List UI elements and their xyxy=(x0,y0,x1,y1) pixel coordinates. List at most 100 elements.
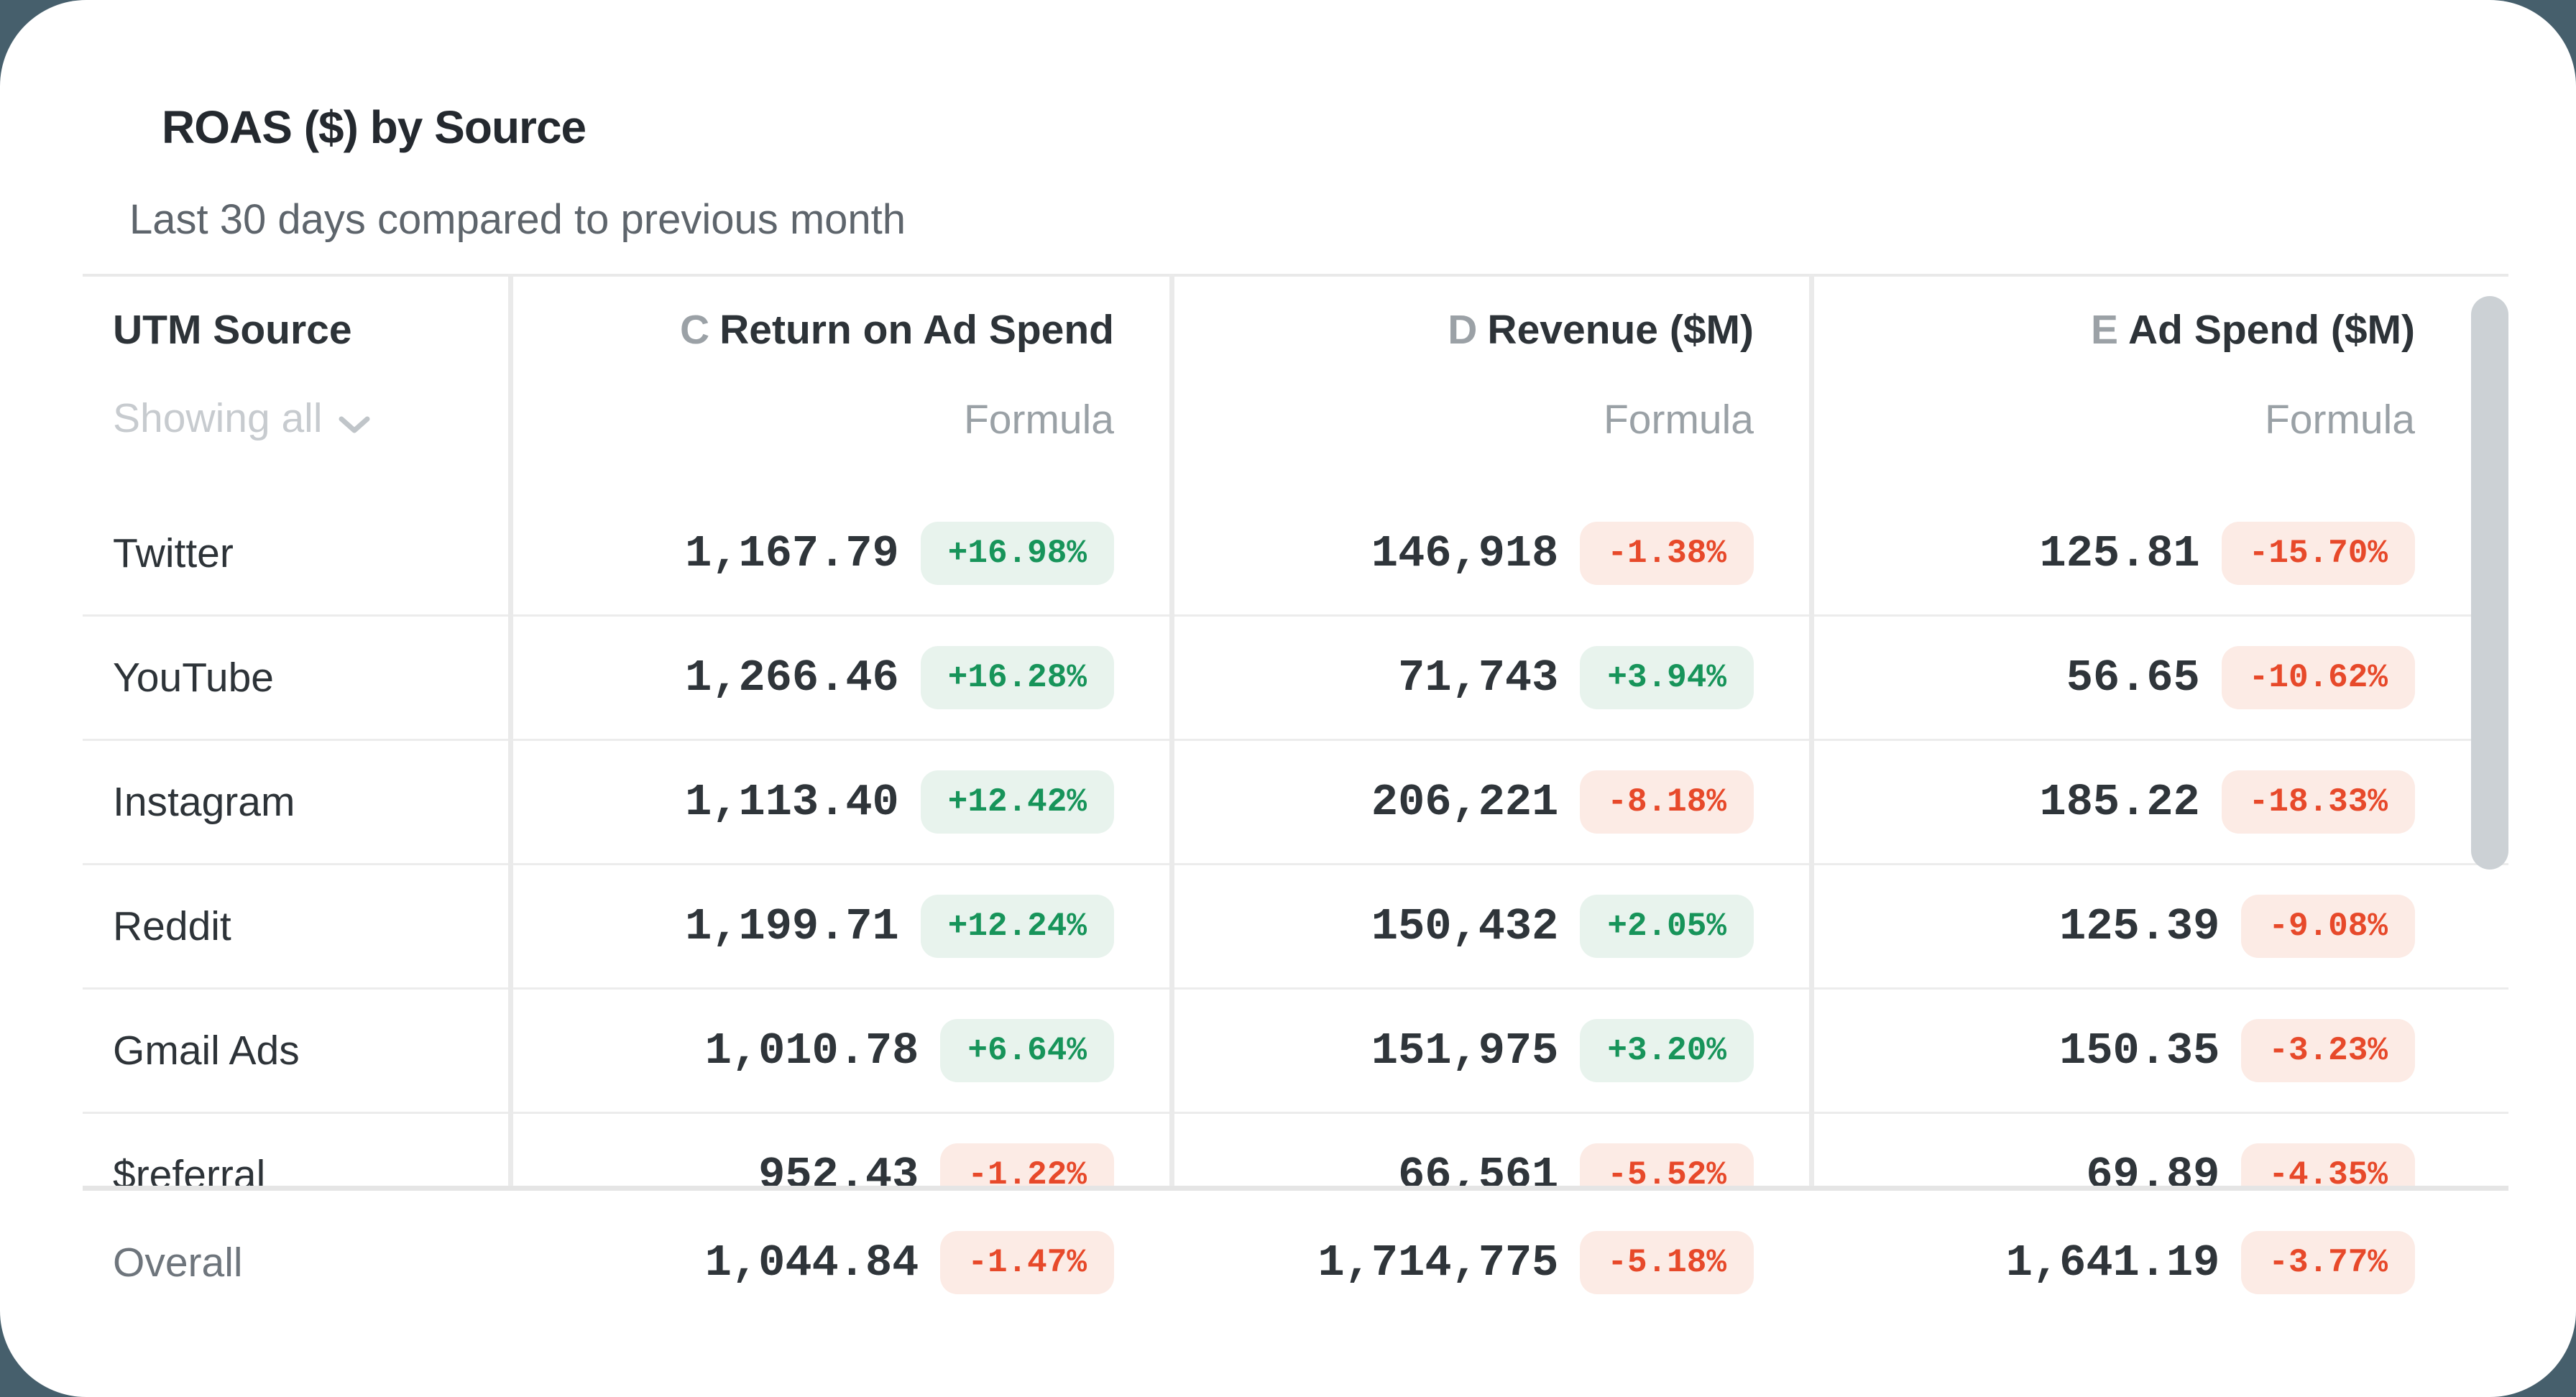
ad-spend-cell: 125.81 -15.70% xyxy=(1811,522,2508,585)
ad-spend-overall-cell: 1,641.19 -3.77% xyxy=(1811,1231,2508,1294)
revenue-cell: 206,221 -8.18% xyxy=(1172,770,1811,834)
roas-value: 1,199.71 xyxy=(685,900,899,952)
revenue-value: 66,561 xyxy=(1398,1149,1559,1186)
revenue-cell: 146,918 -1.38% xyxy=(1172,522,1811,585)
ad-spend-value: 69.89 xyxy=(2086,1149,2220,1186)
revenue-delta-badge: -5.52% xyxy=(1580,1143,1754,1186)
roas-overall-cell: 1,044.84 -1.47% xyxy=(510,1231,1172,1294)
roas-overall-delta-badge: -1.47% xyxy=(940,1231,1114,1294)
column-letter-e: E xyxy=(2090,307,2119,353)
ad-spend-delta-badge: -15.70% xyxy=(2221,522,2415,585)
ad-spend-value: 185.22 xyxy=(2039,776,2200,828)
ad-spend-value: 150.35 xyxy=(2059,1025,2220,1076)
ad-spend-delta-badge: -4.35% xyxy=(2241,1143,2415,1186)
utm-source-cell: Instagram xyxy=(113,779,295,825)
table-row: Instagram 1,113.40 +12.42% 206,221 -8.18… xyxy=(83,741,2508,865)
utm-filter-dropdown[interactable]: Showing all xyxy=(113,392,370,445)
summary-row: Overall 1,044.84 -1.47% 1,714,775 -5.18%… xyxy=(83,1191,2508,1334)
column-separator xyxy=(1169,274,1174,1186)
revenue-cell: 66,561 -5.52% xyxy=(1172,1143,1811,1186)
ad-spend-cell: 125.39 -9.08% xyxy=(1811,895,2508,958)
roas-cell: 1,266.46 +16.28% xyxy=(510,646,1172,709)
column-header-revenue: D Revenue ($M) Formula xyxy=(1172,277,1811,492)
revenue-delta-badge: -8.18% xyxy=(1580,770,1754,834)
table-row: Gmail Ads 1,010.78 +6.64% 151,975 +3.20%… xyxy=(83,990,2508,1114)
roas-value: 1,113.40 xyxy=(685,776,899,828)
utm-source-cell: Twitter xyxy=(113,530,234,576)
table-row: $referral 952.43 -1.22% 66,561 -5.52% 69… xyxy=(83,1114,2508,1186)
ad-spend-formula-label: Formula xyxy=(2264,396,2415,443)
vertical-scrollbar-thumb[interactable] xyxy=(2471,296,2508,870)
roas-value: 1,167.79 xyxy=(685,527,899,579)
page-subtitle: Last 30 days compared to previous month xyxy=(129,196,906,243)
revenue-delta-badge: +3.94% xyxy=(1580,646,1754,709)
ad-spend-cell: 69.89 -4.35% xyxy=(1811,1143,2508,1186)
roas-cell: 1,113.40 +12.42% xyxy=(510,770,1172,834)
revenue-delta-badge: -1.38% xyxy=(1580,522,1754,585)
roas-value: 1,010.78 xyxy=(704,1025,919,1076)
chevron-down-icon xyxy=(339,397,370,445)
roas-cell: 952.43 -1.22% xyxy=(510,1143,1172,1186)
ad-spend-delta-badge: -18.33% xyxy=(2221,770,2415,834)
revenue-value: 151,975 xyxy=(1371,1025,1559,1076)
ad-spend-cell: 185.22 -18.33% xyxy=(1811,770,2508,834)
revenue-overall-delta-badge: -5.18% xyxy=(1580,1231,1754,1294)
page-title: ROAS ($) by Source xyxy=(162,101,586,153)
utm-source-cell: YouTube xyxy=(113,655,274,701)
revenue-formula-label: Formula xyxy=(1603,396,1754,443)
revenue-header-label: Revenue ($M) xyxy=(1487,307,1754,353)
revenue-overall-value: 1,714,775 xyxy=(1317,1237,1559,1288)
roas-delta-badge: +16.98% xyxy=(920,522,1114,585)
column-separator xyxy=(508,274,513,1186)
roas-delta-badge: +6.64% xyxy=(940,1019,1114,1082)
table-row: Reddit 1,199.71 +12.24% 150,432 +2.05% 1… xyxy=(83,865,2508,990)
column-separator xyxy=(1809,274,1814,1186)
revenue-value: 206,221 xyxy=(1371,776,1559,828)
roas-delta-badge: +12.24% xyxy=(920,895,1114,958)
roas-value: 952.43 xyxy=(758,1149,919,1186)
revenue-cell: 150,432 +2.05% xyxy=(1172,895,1811,958)
revenue-delta-badge: +2.05% xyxy=(1580,895,1754,958)
column-header-roas: C Return on Ad Spend Formula xyxy=(510,277,1172,492)
roas-header-label: Return on Ad Spend xyxy=(719,307,1114,353)
revenue-cell: 151,975 +3.20% xyxy=(1172,1019,1811,1082)
ad-spend-overall-delta-badge: -3.77% xyxy=(2241,1231,2415,1294)
ad-spend-delta-badge: -9.08% xyxy=(2241,895,2415,958)
roas-formula-label: Formula xyxy=(963,396,1114,443)
table-row: YouTube 1,266.46 +16.28% 71,743 +3.94% 5… xyxy=(83,617,2508,741)
roas-delta-badge: -1.22% xyxy=(940,1143,1114,1186)
revenue-value: 71,743 xyxy=(1398,652,1559,704)
column-letter-c: C xyxy=(679,307,710,353)
ad-spend-cell: 56.65 -10.62% xyxy=(1811,646,2508,709)
utm-source-cell: Reddit xyxy=(113,903,231,949)
revenue-cell: 71,743 +3.94% xyxy=(1172,646,1811,709)
roas-cell: 1,010.78 +6.64% xyxy=(510,1019,1172,1082)
table-row: Twitter 1,167.79 +16.98% 146,918 -1.38% … xyxy=(83,492,2508,617)
ad-spend-value: 56.65 xyxy=(2066,652,2200,704)
revenue-value: 146,918 xyxy=(1371,527,1559,579)
table-header-row: UTM Source Showing all C Return on Ad Spe… xyxy=(83,274,2508,492)
table-body[interactable]: Twitter 1,167.79 +16.98% 146,918 -1.38% … xyxy=(83,492,2508,1186)
overall-label: Overall xyxy=(113,1240,243,1286)
ad-spend-delta-badge: -10.62% xyxy=(2221,646,2415,709)
revenue-delta-badge: +3.20% xyxy=(1580,1019,1754,1082)
column-letter-d: D xyxy=(1448,307,1478,353)
footer-divider xyxy=(83,1186,2508,1191)
ad-spend-header-label: Ad Spend ($M) xyxy=(2128,307,2415,353)
roas-cell: 1,199.71 +12.24% xyxy=(510,895,1172,958)
ad-spend-delta-badge: -3.23% xyxy=(2241,1019,2415,1082)
roas-delta-badge: +12.42% xyxy=(920,770,1114,834)
roas-value: 1,266.46 xyxy=(685,652,899,704)
utm-source-cell: Gmail Ads xyxy=(113,1028,300,1074)
revenue-value: 150,432 xyxy=(1371,900,1559,952)
utm-filter-label: Showing all xyxy=(113,395,323,441)
roas-overall-value: 1,044.84 xyxy=(704,1237,919,1288)
ad-spend-value: 125.39 xyxy=(2059,900,2220,952)
roas-cell: 1,167.79 +16.98% xyxy=(510,522,1172,585)
column-header-ad-spend: E Ad Spend ($M) Formula xyxy=(1811,277,2508,492)
roas-delta-badge: +16.28% xyxy=(920,646,1114,709)
utm-source-cell: $referral xyxy=(113,1152,266,1186)
ad-spend-value: 125.81 xyxy=(2039,527,2200,579)
column-header-utm-source: UTM Source Showing all xyxy=(83,277,510,492)
